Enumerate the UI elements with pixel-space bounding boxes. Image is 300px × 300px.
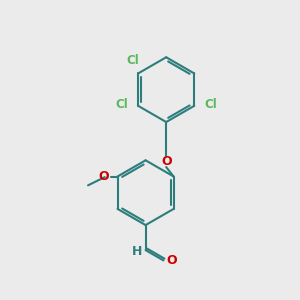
Text: Cl: Cl	[205, 98, 217, 111]
Text: Cl: Cl	[127, 54, 139, 67]
Text: Cl: Cl	[115, 98, 128, 111]
Text: O: O	[167, 254, 177, 267]
Text: H: H	[132, 245, 142, 258]
Text: O: O	[99, 170, 109, 183]
Text: O: O	[161, 155, 172, 168]
